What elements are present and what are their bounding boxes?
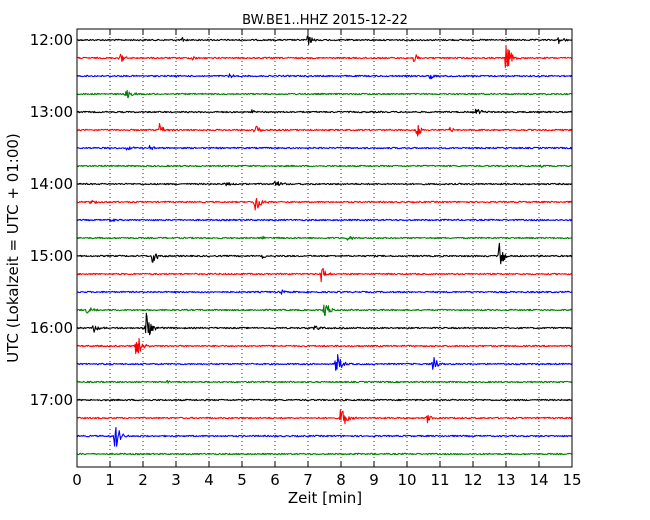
x-tick-label: 12 (463, 471, 482, 489)
x-tick-label: 0 (72, 471, 82, 489)
trace-group (76, 35, 573, 456)
x-tick-label: 2 (138, 471, 148, 489)
trace-1730 (76, 426, 573, 447)
trace-1645 (76, 379, 573, 384)
x-axis: 0 1 2 3 4 5 6 7 8 9 10 11 12 13 14 15 (72, 29, 582, 489)
trace-1700 (76, 398, 573, 402)
x-tick-label: 7 (303, 471, 313, 489)
chart-title: BW.BE1..HHZ 2015-12-22 (242, 13, 408, 28)
x-axis-label: Zeit [min] (288, 489, 362, 507)
trace-1715 (76, 409, 573, 425)
trace-1630 (77, 354, 573, 371)
trace-1300 (76, 108, 573, 115)
x-tick-label: 14 (529, 471, 548, 489)
trace-1615 (76, 338, 573, 355)
trace-1200 (76, 35, 573, 45)
trace-1500 (76, 242, 573, 265)
trace-1345 (76, 164, 573, 168)
x-tick-label: 10 (397, 471, 416, 489)
trace-1445 (76, 235, 573, 241)
x-tick-label: 8 (336, 471, 346, 489)
trace-1230 (76, 73, 573, 80)
trace-1515 (76, 267, 573, 283)
trace-1530 (76, 289, 573, 295)
x-tick-label: 11 (430, 471, 449, 489)
x-tick-label: 13 (496, 471, 515, 489)
y-tick-label: 17:00 (30, 391, 73, 409)
x-tick-label: 3 (171, 471, 181, 489)
trace-1545 (76, 304, 573, 316)
trace-1415 (76, 197, 573, 211)
x-tick-label: 4 (204, 471, 214, 489)
y-tick-label: 12:00 (30, 31, 73, 49)
trace-1745 (76, 452, 573, 456)
trace-1315 (76, 122, 573, 137)
plot-frame (76, 28, 573, 468)
y-axis-label: UTC (Lokalzeit = UTC + 01:00) (4, 133, 22, 363)
trace-1600 (76, 312, 573, 336)
trace-1215 (76, 45, 573, 68)
x-tick-label: 5 (237, 471, 247, 489)
x-tick-label: 1 (105, 471, 115, 489)
y-axis: 12:00 13:00 14:00 15:00 16:00 17:00 (30, 31, 572, 409)
x-tick-label: 9 (369, 471, 379, 489)
y-tick-label: 13:00 (30, 103, 73, 121)
y-tick-label: 15:00 (30, 247, 73, 265)
trace-1245 (76, 89, 573, 99)
y-tick-label: 16:00 (30, 319, 73, 337)
x-tick-label: 6 (270, 471, 280, 489)
trace-1430 (76, 218, 573, 223)
y-tick-label: 14:00 (30, 175, 73, 193)
trace-1330 (76, 144, 573, 151)
trace-1400 (76, 180, 573, 187)
x-tick-label: 15 (562, 471, 581, 489)
